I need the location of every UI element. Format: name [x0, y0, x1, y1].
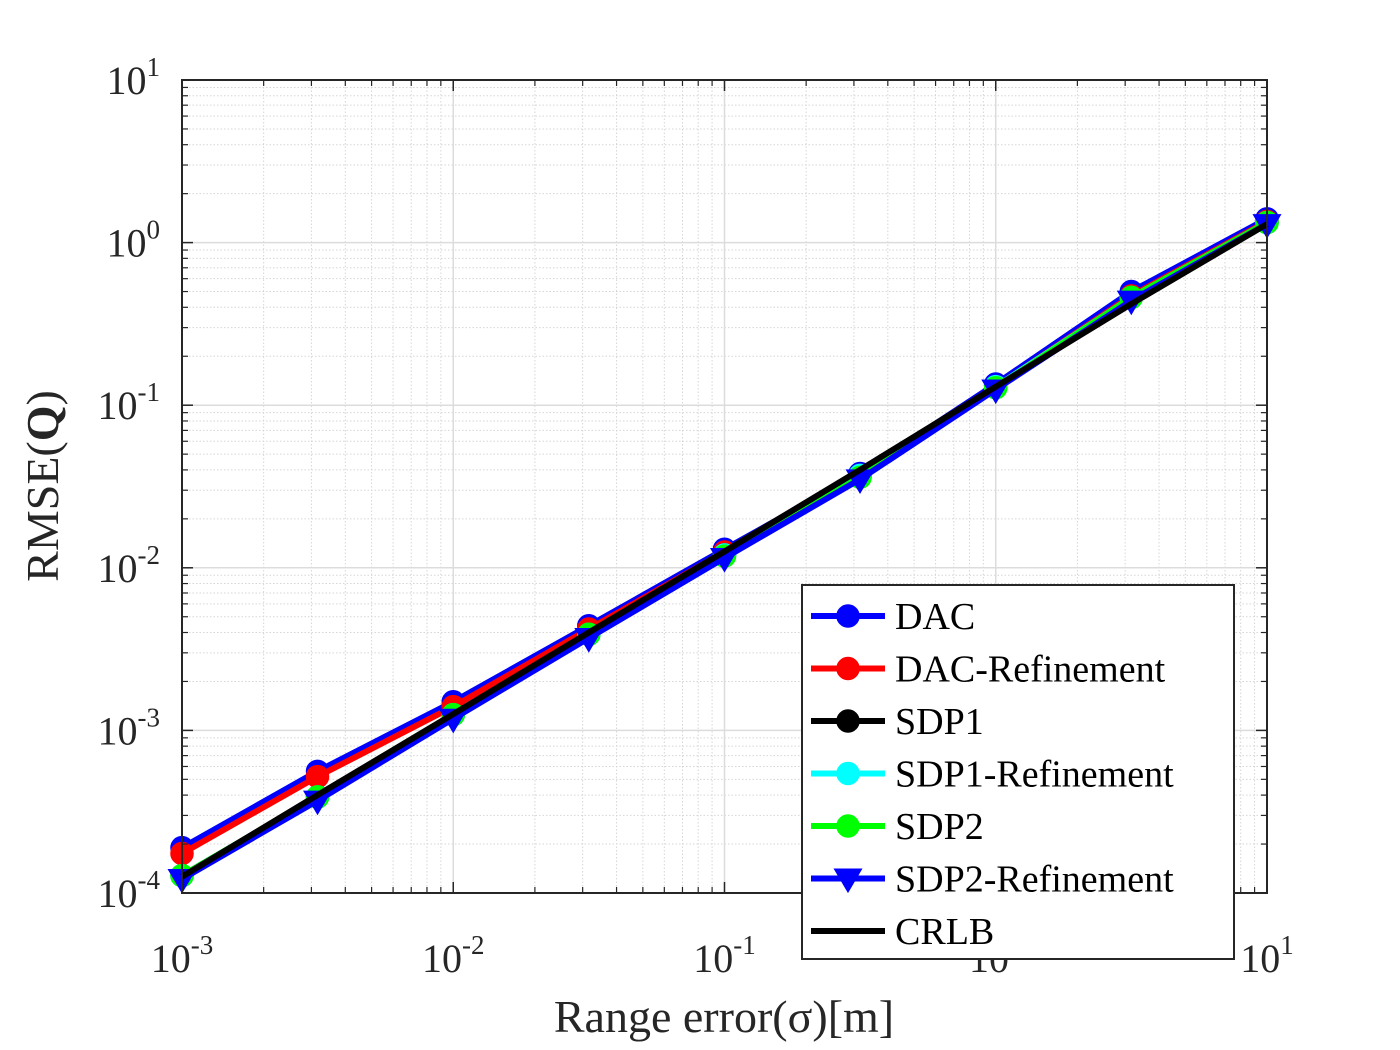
- x-axis-label: Range error(σ)[m]: [554, 991, 894, 1042]
- x-tick-label: 10-1: [693, 930, 756, 981]
- legend-item: SDP1: [811, 701, 984, 743]
- y-tick-label: 10-3: [98, 702, 161, 753]
- y-tick-label: 10-2: [98, 540, 161, 591]
- legend-label: CRLB: [895, 911, 994, 953]
- legend: DAC DAC-Refinement SDP1 SDP1-Refinement SDP2…: [801, 584, 1235, 960]
- x-tick-label: 10-2: [422, 930, 485, 981]
- legend-marker: [836, 761, 860, 786]
- legend-item: DAC: [811, 596, 975, 638]
- legend-label: SDP1: [895, 701, 984, 743]
- legend-marker: [833, 868, 863, 894]
- legend-item: CRLB: [811, 911, 994, 953]
- legend-label: SDP2: [895, 806, 984, 848]
- legend-marker: [836, 814, 860, 838]
- legend-label: DAC-Refinement: [895, 649, 1166, 691]
- legend-marker: [836, 656, 860, 681]
- legend-marker: [836, 709, 860, 733]
- y-tick-label: 10-4: [98, 865, 161, 916]
- x-tick-label: 101: [1240, 930, 1294, 981]
- legend-item: SDP2-Refinement: [811, 859, 1174, 901]
- legend-label: DAC: [895, 596, 975, 638]
- y-axis-label: RMSE(Q): [17, 390, 68, 582]
- y-tick-label: 101: [107, 52, 161, 103]
- x-tick-label: 10-3: [151, 930, 214, 981]
- legend-item: DAC-Refinement: [811, 649, 1166, 691]
- legend-label: SDP1-Refinement: [895, 754, 1174, 796]
- legend-item: SDP2: [811, 806, 984, 848]
- legend-item: SDP1-Refinement: [811, 754, 1174, 796]
- data-point: [305, 764, 330, 789]
- series-line: [180, 221, 1269, 880]
- y-tick-label: 10-1: [98, 377, 161, 428]
- legend-marker: [836, 604, 860, 628]
- y-tick-label: 100: [107, 215, 161, 266]
- series-layer: [167, 207, 1282, 894]
- series-crlb: [180, 221, 1269, 880]
- legend-label: SDP2-Refinement: [895, 859, 1174, 901]
- y-tick-labels: 10-4 10-3 10-2 10-1 100 101: [98, 52, 161, 916]
